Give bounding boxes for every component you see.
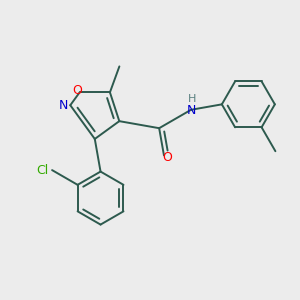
Text: O: O — [72, 84, 82, 97]
Text: N: N — [187, 104, 196, 117]
Text: O: O — [162, 151, 172, 164]
Text: Cl: Cl — [36, 164, 48, 177]
Text: H: H — [188, 94, 196, 104]
Text: N: N — [59, 99, 68, 112]
